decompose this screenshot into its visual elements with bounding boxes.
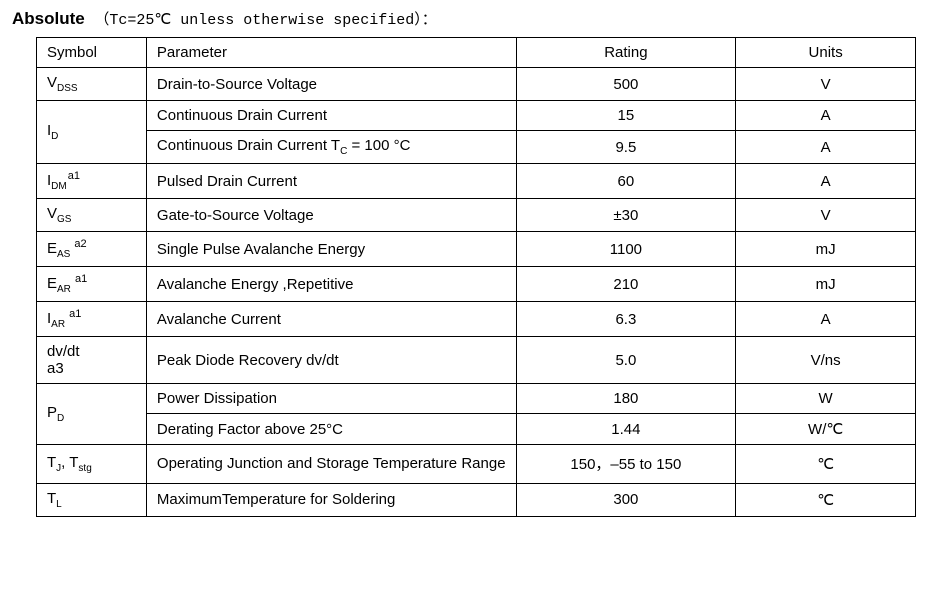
cell-units: V <box>736 68 916 101</box>
cell-symbol: ID <box>37 101 147 164</box>
cell-units: W <box>736 384 916 414</box>
cell-param: MaximumTemperature for Soldering <box>146 483 516 516</box>
sym-main: E <box>47 240 57 257</box>
cell-param: Avalanche Current <box>146 302 516 337</box>
param-pre: Continuous Drain Current T <box>157 137 340 154</box>
sym-main: V <box>47 74 57 91</box>
sym-main: E <box>47 275 57 292</box>
cell-units: ℃ <box>736 483 916 516</box>
cell-rating: 180 <box>516 384 736 414</box>
sym-sub: D <box>57 413 64 424</box>
table-row: Continuous Drain Current TC = 100 °C 9.5… <box>37 131 916 164</box>
cell-param: Power Dissipation <box>146 384 516 414</box>
cell-param: Operating Junction and Storage Temperatu… <box>146 445 516 484</box>
cell-rating: 210 <box>516 267 736 302</box>
table-row: dv/dt a3 Peak Diode Recovery dv/dt 5.0 V… <box>37 337 916 384</box>
sym-s2: stg <box>78 463 91 474</box>
cell-param: Continuous Drain Current TC = 100 °C <box>146 131 516 164</box>
cell-rating: 150，–55 to 150 <box>516 445 736 484</box>
table-row: VGS Gate-to-Source Voltage ±30 V <box>37 199 916 232</box>
th-parameter: Parameter <box>146 38 516 68</box>
cell-rating: 5.0 <box>516 337 736 384</box>
cell-symbol: TJ, Tstg <box>37 445 147 484</box>
cell-rating: 1100 <box>516 232 736 267</box>
table-row: IAR a1 Avalanche Current 6.3 A <box>37 302 916 337</box>
sym-line2: a3 <box>47 360 64 377</box>
cell-rating: 6.3 <box>516 302 736 337</box>
sym-sup: a1 <box>66 308 81 320</box>
sym-sub: L <box>56 499 62 510</box>
cell-rating: ±30 <box>516 199 736 232</box>
cell-param: Drain-to-Source Voltage <box>146 68 516 101</box>
table-header-row: Symbol Parameter Rating Units <box>37 38 916 68</box>
cell-symbol: TL <box>37 483 147 516</box>
cell-symbol: IAR a1 <box>37 302 147 337</box>
cell-units: A <box>736 164 916 199</box>
cell-units: A <box>736 131 916 164</box>
cell-symbol: PD <box>37 384 147 445</box>
sym-main: T <box>47 490 56 507</box>
cell-units: V <box>736 199 916 232</box>
cell-symbol: VDSS <box>37 68 147 101</box>
ratings-table: Symbol Parameter Rating Units VDSS Drain… <box>36 37 916 517</box>
th-units: Units <box>736 38 916 68</box>
sym-sub: AS <box>57 249 70 260</box>
th-symbol: Symbol <box>37 38 147 68</box>
cell-units: mJ <box>736 232 916 267</box>
cell-rating: 15 <box>516 101 736 131</box>
cell-symbol: IDMa1 <box>37 164 147 199</box>
cell-symbol: EAS a2 <box>37 232 147 267</box>
cell-rating: 500 <box>516 68 736 101</box>
sym-sub: AR <box>57 284 71 295</box>
cell-symbol: VGS <box>37 199 147 232</box>
title-text: Absolute <box>12 9 85 28</box>
cell-param: Continuous Drain Current <box>146 101 516 131</box>
cell-param: Peak Diode Recovery dv/dt <box>146 337 516 384</box>
cell-units: A <box>736 101 916 131</box>
sym-sub: AR <box>51 319 65 330</box>
title-colon: ： <box>422 12 437 29</box>
table-row: PD Power Dissipation 180 W <box>37 384 916 414</box>
sym-main: P <box>47 404 57 421</box>
sym-sup: a1 <box>72 273 87 285</box>
sym-sub: DSS <box>57 83 78 94</box>
cell-units: mJ <box>736 267 916 302</box>
cell-symbol: dv/dt a3 <box>37 337 147 384</box>
cell-symbol: EAR a1 <box>37 267 147 302</box>
table-row: ID Continuous Drain Current 15 A <box>37 101 916 131</box>
cell-units: ℃ <box>736 445 916 484</box>
title-condition: （Tc=25℃ unless otherwise specified） <box>94 12 421 29</box>
table-row: EAS a2 Single Pulse Avalanche Energy 110… <box>37 232 916 267</box>
cell-rating: 1.44 <box>516 414 736 445</box>
th-rating: Rating <box>516 38 736 68</box>
cell-param: Pulsed Drain Current <box>146 164 516 199</box>
table-row: VDSS Drain-to-Source Voltage 500 V <box>37 68 916 101</box>
cell-param: Derating Factor above 25°C <box>146 414 516 445</box>
cell-param: Avalanche Energy ,Repetitive <box>146 267 516 302</box>
sym-sup: a2 <box>71 238 86 250</box>
cell-param: Gate-to-Source Voltage <box>146 199 516 232</box>
cell-units: W/℃ <box>736 414 916 445</box>
param-post: = 100 °C <box>347 137 410 154</box>
sym-sub: GS <box>57 214 71 225</box>
cell-units: A <box>736 302 916 337</box>
table-row: TL MaximumTemperature for Soldering 300 … <box>37 483 916 516</box>
sym-p1: T <box>47 454 56 471</box>
sym-sub: D <box>51 131 58 142</box>
table-row: IDMa1 Pulsed Drain Current 60 A <box>37 164 916 199</box>
sym-sub: DM <box>51 181 67 192</box>
cell-units: V/ns <box>736 337 916 384</box>
cell-rating: 300 <box>516 483 736 516</box>
table-row: TJ, Tstg Operating Junction and Storage … <box>37 445 916 484</box>
table-row: EAR a1 Avalanche Energy ,Repetitive 210 … <box>37 267 916 302</box>
sym-line1: dv/dt <box>47 343 80 360</box>
table-title: Absolute （Tc=25℃ unless otherwise specif… <box>8 8 934 29</box>
table-row: Derating Factor above 25°C 1.44 W/℃ <box>37 414 916 445</box>
cell-rating: 60 <box>516 164 736 199</box>
cell-rating: 9.5 <box>516 131 736 164</box>
cell-param: Single Pulse Avalanche Energy <box>146 232 516 267</box>
sym-main: V <box>47 205 57 222</box>
sym-sup: a1 <box>68 170 80 182</box>
